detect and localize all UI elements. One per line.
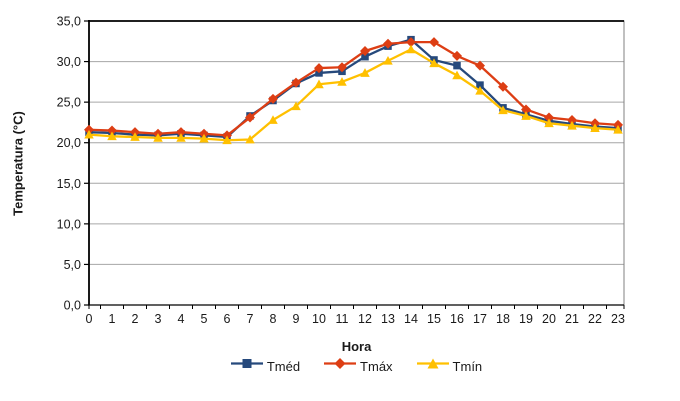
x-tick-label: 6 xyxy=(224,312,231,326)
y-tick-label: 30,0 xyxy=(57,55,81,69)
chart-legend: Tméd Tmáx Tmín xyxy=(89,356,624,376)
x-tick-label: 14 xyxy=(404,312,418,326)
x-tick-label: 16 xyxy=(450,312,464,326)
y-tick-label: 10,0 xyxy=(57,217,81,231)
x-tick-label: 21 xyxy=(565,312,579,326)
x-tick-label: 12 xyxy=(358,312,372,326)
x-tick-label: 2 xyxy=(132,312,139,326)
x-tick-label: 3 xyxy=(155,312,162,326)
x-tick-label: 19 xyxy=(519,312,533,326)
legend-item-tmin: Tmín xyxy=(416,357,483,375)
y-axis-title: Temperatura (°C) xyxy=(10,111,26,216)
series-tmáx xyxy=(84,37,623,141)
x-tick-label: 15 xyxy=(427,312,441,326)
tmin-triangle-icon xyxy=(416,357,449,375)
x-tick-label: 1 xyxy=(109,312,116,326)
legend-label-tmin: Tmín xyxy=(452,358,483,374)
y-tick-label: 25,0 xyxy=(57,96,81,110)
x-tick-label: 23 xyxy=(611,312,625,326)
y-tick-label: 35,0 xyxy=(57,15,81,29)
x-tick-label: 7 xyxy=(247,312,254,326)
x-tick-label: 17 xyxy=(473,312,487,326)
x-axis-title: Hora xyxy=(341,339,372,354)
tmax-diamond-icon xyxy=(324,357,357,375)
x-tick-label: 0 xyxy=(86,312,93,326)
x-tick-label: 9 xyxy=(293,312,300,326)
legend-label-tmax: Tmáx xyxy=(360,358,393,374)
series-tmín xyxy=(84,44,623,145)
y-tick-label: 5,0 xyxy=(64,258,81,272)
series-tméd xyxy=(85,35,622,141)
x-tick-label: 20 xyxy=(542,312,556,326)
x-tick-label: 11 xyxy=(336,312,349,326)
x-tick-label: 8 xyxy=(270,312,277,326)
x-tick-label: 5 xyxy=(201,312,208,326)
y-tick-label: 0,0 xyxy=(64,299,81,313)
y-tick-label: 20,0 xyxy=(57,136,81,150)
legend-item-tmax: Tmáx xyxy=(324,357,393,375)
x-tick-label: 18 xyxy=(496,312,510,326)
x-tick-label: 10 xyxy=(312,312,326,326)
legend-label-tmed: Tméd xyxy=(266,358,301,374)
x-tick-label: 22 xyxy=(588,312,602,326)
x-tick-label: 13 xyxy=(381,312,395,326)
tmed-square-icon xyxy=(230,357,263,375)
x-tick-label: 4 xyxy=(178,312,185,326)
legend-item-tmed: Tméd xyxy=(230,357,301,375)
y-tick-label: 15,0 xyxy=(57,177,81,191)
